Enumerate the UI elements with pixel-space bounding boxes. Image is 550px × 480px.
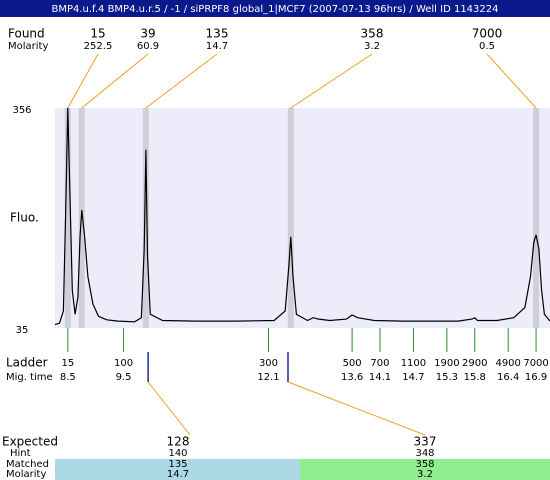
peak-connector (145, 53, 218, 109)
y-tick-label: 35 (16, 325, 29, 336)
found-molarity: 3.2 (364, 41, 380, 52)
found-molarity: 0.5 (479, 41, 495, 52)
ladder-size: 500 (343, 358, 362, 369)
peak-band (142, 108, 149, 328)
plot-area (55, 108, 550, 328)
matched-bg (300, 459, 550, 480)
matched-size: 358 (415, 459, 434, 470)
peak-band (287, 108, 294, 328)
ladder-time: 16.4 (497, 372, 519, 383)
ladder-time: 16.9 (525, 372, 547, 383)
ladder-time: 8.5 (60, 372, 76, 383)
matched-size: 135 (168, 459, 187, 470)
ladder-time: 15.3 (436, 372, 458, 383)
ladder-size: 100 (114, 358, 133, 369)
found-size: 135 (206, 27, 229, 41)
expected-size: 337 (414, 435, 437, 449)
y-label: Fluo. (10, 211, 39, 225)
peak-connector (67, 53, 99, 109)
ladder-size: 7000 (523, 358, 548, 369)
hint-size: 140 (168, 448, 187, 459)
ladder-size: 700 (370, 358, 389, 369)
found-size: 39 (140, 27, 155, 41)
ladder-time: 14.1 (369, 372, 391, 383)
hint-label: Hint (10, 448, 31, 459)
found-molarity: 14.7 (206, 41, 228, 52)
ladder-label: Ladder (6, 356, 48, 370)
mig-time-label: Mig. time (6, 372, 53, 383)
matched-molarity: 14.7 (167, 469, 189, 480)
ladder-size: 1100 (401, 358, 426, 369)
hint-size: 348 (415, 448, 434, 459)
expected-label: Expected (2, 435, 58, 449)
matched-bg (55, 459, 300, 480)
ladder-time: 15.8 (464, 372, 486, 383)
header-bar (0, 0, 550, 17)
found-label: Found (8, 27, 45, 41)
y-tick-label: 356 (12, 105, 31, 116)
matched-label: Matched (6, 459, 49, 470)
trace (54, 107, 550, 326)
peak-connector (486, 53, 537, 109)
found-size: 7000 (472, 27, 503, 41)
found-size: 15 (90, 27, 105, 41)
peak-connector (290, 53, 373, 109)
ladder-size: 15 (61, 358, 74, 369)
ladder-size: 300 (259, 358, 278, 369)
ladder-size: 1900 (434, 358, 459, 369)
peak-band (64, 108, 71, 328)
peak-connector (81, 53, 149, 109)
expected-connector (147, 381, 191, 436)
found-molarity: 60.9 (137, 41, 159, 52)
peak-band (533, 108, 540, 328)
ladder-time: 9.5 (116, 372, 132, 383)
matched-molarity: 3.2 (417, 469, 433, 480)
molarity-row-label: Molarity (6, 469, 46, 480)
ladder-time: 13.6 (341, 372, 363, 383)
ladder-time: 14.7 (402, 372, 424, 383)
found-molarity: 252.5 (84, 41, 113, 52)
expected-connector (287, 381, 426, 436)
ladder-time: 12.1 (257, 372, 279, 383)
expected-size: 128 (167, 435, 190, 449)
ladder-size: 2900 (462, 358, 487, 369)
ladder-size: 4900 (495, 358, 520, 369)
title: BMP4.u.f.4 BMP4.u.r.5 / -1 / siPRPF8 glo… (51, 4, 498, 15)
found-size: 358 (361, 27, 384, 41)
molarity-label: Molarity (8, 41, 48, 52)
